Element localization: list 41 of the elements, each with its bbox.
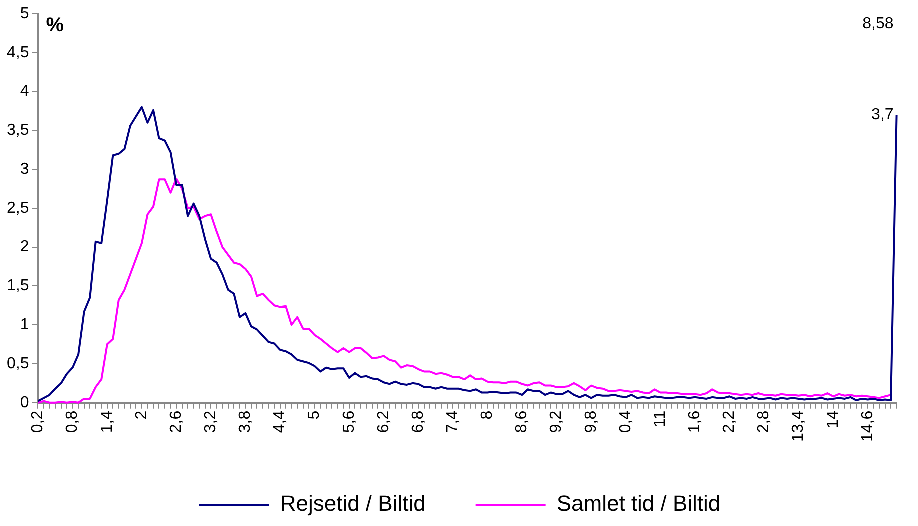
- x-tick-label: 9,8: [582, 410, 600, 434]
- x-tick-label: 2,2: [721, 410, 738, 434]
- x-tick-label: 1,4: [98, 410, 116, 434]
- x-tick-label: 3,2: [202, 410, 220, 434]
- x-tick-label: 14,6: [859, 410, 876, 442]
- x-tick-label: 4,4: [272, 410, 289, 434]
- x-tick-label: 13,4: [790, 410, 808, 442]
- text: 8,58: [862, 15, 894, 32]
- x-tick-label: 3,8: [237, 410, 254, 434]
- x-tick-label: 2,6: [168, 410, 185, 434]
- y-tick-label: 0: [20, 394, 30, 412]
- x-tick-label: 9,2: [548, 410, 566, 434]
- y-tick-label: 4,5: [6, 44, 30, 62]
- y-tick-label: 4: [20, 83, 30, 100]
- y-tick-label: 5: [20, 5, 30, 22]
- x-tick-label: 1,6: [686, 410, 704, 434]
- x-tick-label: 7,4: [444, 410, 462, 434]
- y-tick-label: 3,5: [6, 122, 30, 140]
- y-tick-label: 1,5: [6, 278, 30, 295]
- x-tick-label: 2,8: [756, 410, 773, 434]
- x-tick-label: 0,4: [617, 410, 634, 434]
- y-tick-label: 2: [20, 238, 30, 256]
- y-axis-title: %: [46, 14, 64, 37]
- y-tick-label: 2,5: [6, 200, 30, 217]
- x-tick-label: 8,6: [514, 410, 531, 434]
- x-tick-label: 2: [133, 410, 150, 420]
- x-tick-label: 0,2: [30, 410, 47, 434]
- y-tick-label: 1: [20, 316, 30, 334]
- y-tick-label: 0,5: [6, 355, 30, 372]
- legend-label: Samlet tid / Biltid: [556, 491, 721, 516]
- x-tick-label: 6,8: [410, 410, 427, 434]
- data-label: 3,7: [872, 106, 894, 124]
- x-tick-label: 11: [652, 410, 669, 428]
- x-tick-label: 5: [306, 410, 324, 420]
- x-tick-label: 6,2: [375, 410, 392, 434]
- y-tick-label: 3: [20, 160, 30, 178]
- x-tick-label: 8: [479, 410, 496, 420]
- x-tick-label: 0,8: [64, 410, 82, 434]
- x-tick-label: 14: [824, 410, 842, 429]
- x-tick-label: 5,6: [340, 410, 358, 434]
- legend-label: Rejsetid / Biltid: [280, 491, 426, 516]
